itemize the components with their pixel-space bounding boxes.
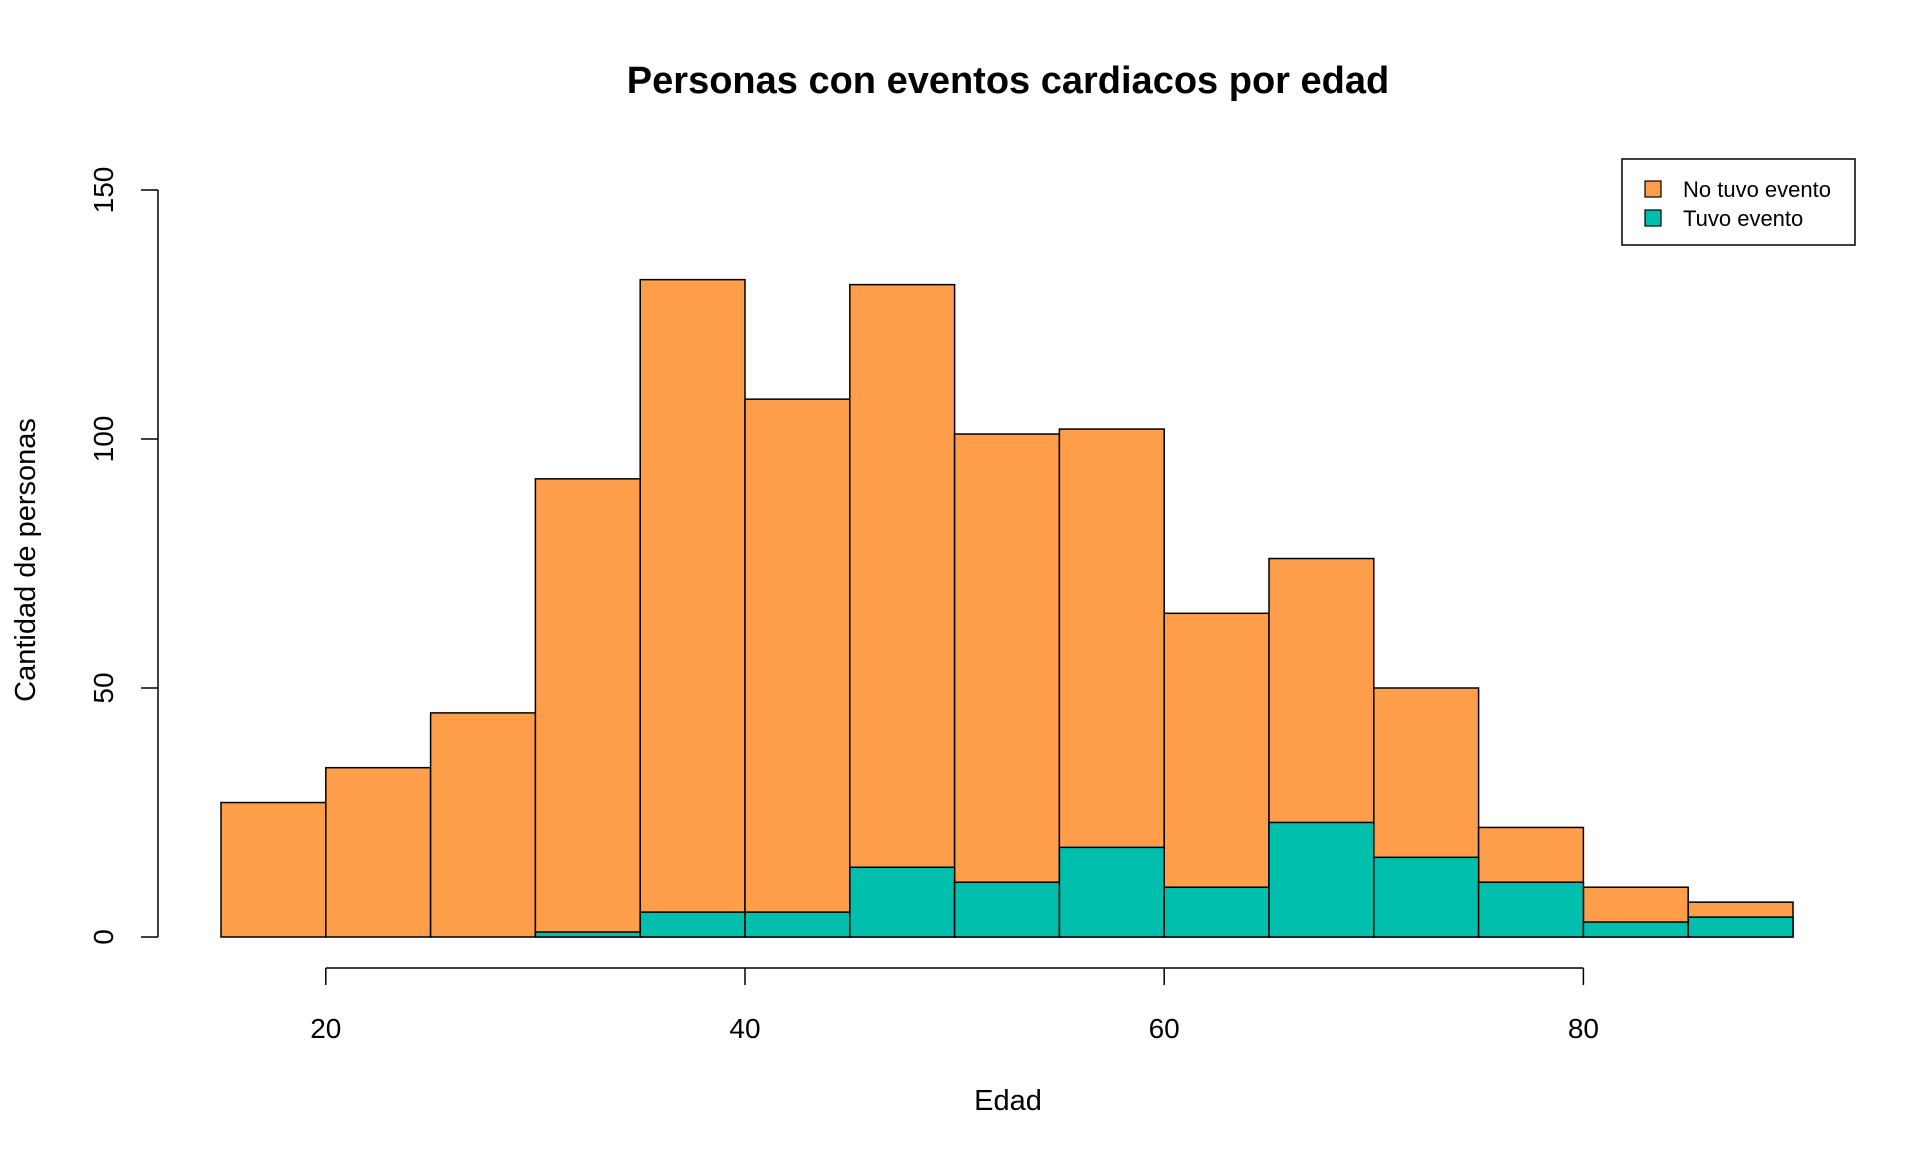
y-tick-label: 50: [88, 672, 119, 703]
bar-no-event: [953, 433, 1061, 938]
legend-label-no-event: No tuvo evento: [1683, 177, 1831, 202]
legend-box: [1621, 158, 1856, 246]
y-tick-label: 100: [88, 416, 119, 463]
x-axis-label: Edad: [974, 1085, 1042, 1117]
legend: No tuvo evento Tuvo evento: [1621, 158, 1856, 246]
x-tick-label: 40: [729, 1013, 760, 1044]
x-tick-label: 80: [1568, 1013, 1599, 1044]
bar-event: [849, 866, 956, 938]
bar-event: [744, 911, 851, 938]
bar-no-event: [639, 278, 746, 938]
y-axis: 0 50 100 150: [88, 167, 159, 945]
bars-event: [534, 821, 1794, 938]
bar-event: [1268, 821, 1375, 938]
bar-no-event: [534, 478, 641, 938]
chart-title: Personas con eventos cardiacos por edad: [627, 60, 1389, 102]
legend-label-event: Tuvo evento: [1683, 206, 1803, 231]
y-tick-label: 150: [88, 167, 119, 214]
bar-no-event: [849, 283, 956, 938]
bar-event: [534, 931, 641, 938]
bar-event: [1687, 916, 1794, 938]
legend-swatch-event: [1644, 209, 1662, 227]
bar-no-event: [744, 398, 851, 938]
legend-swatch-no-event: [1644, 180, 1662, 198]
y-axis-label: Cantidad de personas: [10, 418, 42, 702]
bar-event: [1582, 921, 1689, 938]
x-tick-label: 60: [1149, 1013, 1180, 1044]
bar-event: [1163, 886, 1270, 938]
bar-event: [1373, 856, 1480, 938]
y-tick-label: 0: [88, 929, 119, 945]
bar-no-event: [220, 801, 327, 938]
bar-event: [639, 911, 746, 938]
bar-event: [1058, 846, 1165, 938]
x-tick-label: 20: [310, 1013, 341, 1044]
bar-event: [953, 881, 1061, 938]
bar-event: [1477, 881, 1585, 938]
bar-no-event: [1163, 612, 1270, 938]
x-axis: 20 40 60 80: [310, 967, 1599, 1044]
bars-no-event: [220, 278, 1794, 938]
bar-no-event: [429, 712, 537, 938]
bar-no-event: [325, 766, 432, 938]
